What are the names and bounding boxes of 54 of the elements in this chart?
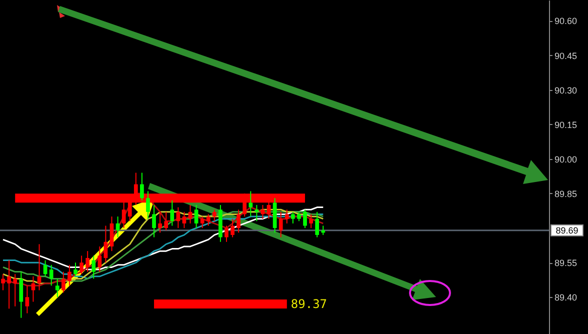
y-tick-label: 90.60 xyxy=(554,16,578,26)
candlestick xyxy=(86,250,90,272)
candlestick xyxy=(25,285,30,314)
y-tick-label: 89.55 xyxy=(554,258,578,268)
candlestick xyxy=(176,206,180,229)
data-label: 89.37 xyxy=(290,297,328,312)
candlestick xyxy=(212,209,216,222)
candlestick xyxy=(254,204,259,222)
candlestick xyxy=(19,271,24,318)
candlestick xyxy=(236,209,241,234)
candlestick xyxy=(61,271,66,294)
candlestick xyxy=(1,274,5,291)
candlestick xyxy=(146,190,150,220)
candlestick xyxy=(230,218,234,238)
ref-line-label: 89.69 xyxy=(556,225,578,236)
candlestick xyxy=(188,204,192,224)
candlestick xyxy=(248,190,253,218)
candlestick xyxy=(297,211,301,222)
candlestick xyxy=(224,225,228,242)
candlestick xyxy=(278,211,283,238)
line-series xyxy=(2,206,324,270)
candlestick xyxy=(182,211,186,229)
candlestick xyxy=(291,211,295,224)
candlestick xyxy=(98,246,102,272)
candlestick xyxy=(284,209,289,224)
candlestick xyxy=(158,211,162,234)
candlestick xyxy=(164,211,168,231)
candlestick xyxy=(116,216,120,238)
candlestick xyxy=(37,244,42,291)
candlestick xyxy=(55,278,60,298)
y-tick-label: 90.15 xyxy=(554,120,578,130)
candlestick xyxy=(309,214,313,229)
y-tick-label: 89.85 xyxy=(554,188,578,199)
candlestick xyxy=(68,264,72,286)
candlestick xyxy=(92,255,96,280)
candlestick xyxy=(104,225,108,264)
candlestick xyxy=(170,200,174,226)
candlestick xyxy=(194,204,198,229)
y-tick-label: 90.00 xyxy=(554,154,578,164)
candlestick xyxy=(49,264,54,286)
candlestick xyxy=(140,172,144,201)
candlestick xyxy=(200,216,204,229)
y-tick-label: 90.30 xyxy=(554,85,578,96)
candlestick xyxy=(315,211,320,238)
candlestick xyxy=(206,214,210,226)
candlestick xyxy=(110,216,114,252)
candlestick xyxy=(74,262,78,277)
y-tick-label: 89.40 xyxy=(554,292,578,303)
candlestick xyxy=(13,274,18,307)
candlestick xyxy=(303,209,307,229)
candlestick xyxy=(7,260,11,310)
candlestick xyxy=(152,204,156,238)
candlestick xyxy=(80,255,84,275)
y-tick-label: 90.45 xyxy=(554,50,578,61)
